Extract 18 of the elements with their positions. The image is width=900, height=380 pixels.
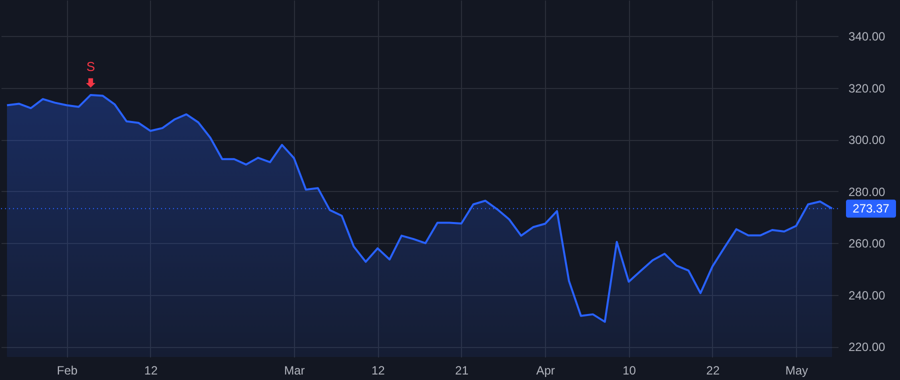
y-tick-label: 300.00 bbox=[848, 133, 886, 148]
x-tick-label: 21 bbox=[455, 364, 469, 378]
x-tick-label: May bbox=[785, 364, 808, 378]
x-tick-label: Mar bbox=[284, 364, 305, 378]
y-tick-label: 220.00 bbox=[848, 340, 886, 354]
x-tick-label: 12 bbox=[371, 364, 386, 378]
y-tick-label: 260.00 bbox=[848, 236, 886, 251]
x-tick-label: 10 bbox=[622, 364, 636, 378]
y-tick-label: 340.00 bbox=[848, 30, 886, 44]
y-tick-label: 320.00 bbox=[848, 81, 886, 96]
x-tick-label: 12 bbox=[144, 364, 158, 378]
annotation: S bbox=[86, 58, 96, 74]
x-tick-label: Apr bbox=[536, 364, 555, 378]
ref-line-label: 273.37 bbox=[852, 202, 890, 216]
y-tick-label: 240.00 bbox=[848, 288, 886, 302]
x-tick-label: Feb bbox=[56, 364, 78, 378]
y-tick-label: 280.00 bbox=[848, 184, 886, 199]
x-tick-label: 22 bbox=[706, 364, 720, 378]
